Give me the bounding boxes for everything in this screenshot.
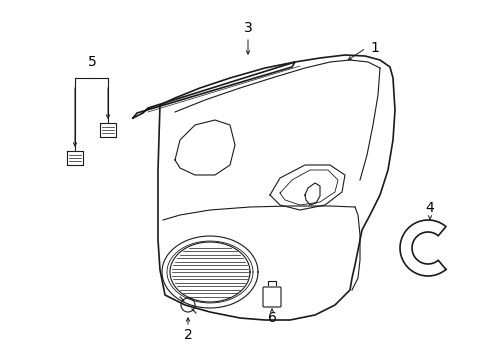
Text: 2: 2 [183, 328, 192, 342]
Text: 6: 6 [267, 311, 276, 325]
Text: 4: 4 [425, 201, 433, 215]
Text: 3: 3 [243, 21, 252, 35]
Text: 5: 5 [87, 55, 96, 69]
Text: 1: 1 [370, 41, 379, 55]
